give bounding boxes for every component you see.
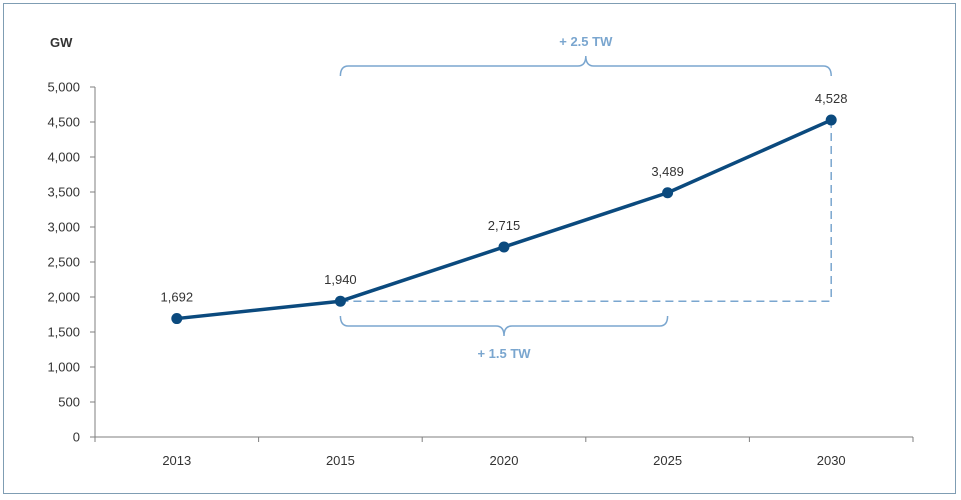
x-tick-label: 2015	[326, 453, 355, 468]
data-label: 4,528	[815, 91, 848, 106]
chart-frame	[3, 3, 956, 494]
y-tick-label: 3,500	[47, 185, 80, 200]
data-label: 2,715	[488, 218, 521, 233]
bottom-brace	[339, 315, 669, 337]
x-tick-label: 2020	[490, 453, 519, 468]
data-point	[498, 241, 510, 253]
y-tick-label: 2,000	[47, 290, 80, 305]
y-tick-label: 1,000	[47, 360, 80, 375]
y-tick-label: 0	[73, 430, 80, 445]
data-label: 1,692	[161, 290, 194, 305]
y-tick-label: 4,000	[47, 150, 80, 165]
y-tick-label: 5,000	[47, 80, 80, 95]
data-point	[662, 187, 674, 199]
annotation-label-bottom: + 1.5 TW	[477, 346, 531, 361]
data-label: 1,940	[324, 272, 357, 287]
data-point	[334, 295, 346, 307]
y-axis-unit-label: GW	[50, 35, 73, 50]
y-tick-label: 1,500	[47, 325, 80, 340]
data-label: 3,489	[651, 164, 684, 179]
data-point	[825, 114, 837, 126]
x-tick-label: 2013	[162, 453, 191, 468]
y-tick-label: 2,500	[47, 255, 80, 270]
y-tick-label: 4,500	[47, 115, 80, 130]
y-tick-label: 3,000	[47, 220, 80, 235]
top-brace	[339, 55, 832, 77]
data-point	[171, 313, 183, 325]
x-tick-label: 2025	[653, 453, 682, 468]
annotation-label-top: + 2.5 TW	[559, 34, 613, 49]
x-tick-label: 2030	[817, 453, 846, 468]
y-tick-label: 500	[58, 395, 80, 410]
